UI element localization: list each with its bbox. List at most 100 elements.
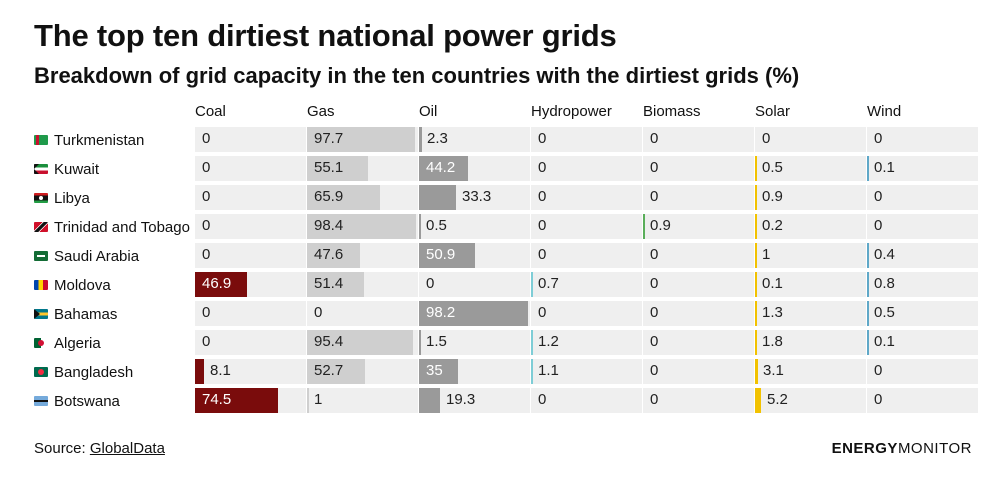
value-cell: 0 xyxy=(643,156,754,181)
value-label: 0 xyxy=(314,304,323,321)
table-row: Bangladesh 8.1 52.7 35 1.1 0 3.1 0 xyxy=(0,359,1000,384)
source-label: Source: xyxy=(34,440,90,457)
value-label: 0 xyxy=(202,188,211,205)
value-cell: 50.9 xyxy=(419,243,530,268)
value-label: 1.3 xyxy=(762,304,783,321)
value-cell: 0 xyxy=(867,185,978,210)
value-bar xyxy=(419,243,475,268)
country-name: Libya xyxy=(54,189,90,207)
value-label: 46.9 xyxy=(202,275,232,292)
value-cell: 0 xyxy=(195,330,306,355)
value-cell: 0 xyxy=(643,243,754,268)
value-bar xyxy=(755,359,758,384)
value-bar xyxy=(755,272,757,297)
column-header-gas: Gas xyxy=(307,103,335,120)
value-label: 74.5 xyxy=(202,391,232,408)
value-bar xyxy=(419,127,422,152)
value-label: 0 xyxy=(538,217,547,234)
value-bar xyxy=(419,301,528,326)
value-cell: 47.6 xyxy=(307,243,418,268)
value-label: 0 xyxy=(538,391,547,408)
value-cell: 0.9 xyxy=(755,185,866,210)
value-cell: 0 xyxy=(531,156,642,181)
value-label: 0.9 xyxy=(762,188,783,205)
value-label: 44.2 xyxy=(426,159,456,176)
value-bar xyxy=(195,359,204,384)
value-cell: 0 xyxy=(531,243,642,268)
value-cell: 0 xyxy=(643,272,754,297)
value-bar xyxy=(419,330,421,355)
country-name: Kuwait xyxy=(54,160,100,178)
country-cell: Bahamas xyxy=(34,303,117,325)
value-cell: 44.2 xyxy=(419,156,530,181)
country-cell: Botswana xyxy=(34,390,120,412)
value-cell: 35 xyxy=(419,359,530,384)
value-cell: 0 xyxy=(195,185,306,210)
value-label: 0.4 xyxy=(874,246,895,263)
value-bar xyxy=(643,214,645,239)
value-cell: 97.7 xyxy=(307,127,418,152)
value-cell: 46.9 xyxy=(195,272,306,297)
value-label: 1.1 xyxy=(538,362,559,379)
column-header-wind: Wind xyxy=(867,103,902,120)
value-cell: 52.7 xyxy=(307,359,418,384)
value-bar xyxy=(755,185,757,210)
table-row: Trinidad and Tobago 0 98.4 0.5 0 0.9 0.2 0 xyxy=(0,214,1000,239)
value-bar xyxy=(755,243,757,268)
value-cell: 0 xyxy=(867,388,978,413)
table-row: Botswana 74.5 1 19.3 0 0 5.2 0 xyxy=(0,388,1000,413)
value-cell: 0 xyxy=(643,301,754,326)
value-label: 0 xyxy=(202,130,211,147)
source-link[interactable]: GlobalData xyxy=(89,440,165,457)
value-label: 98.4 xyxy=(314,217,344,234)
column-header-hydropower: Hydropower xyxy=(531,103,612,120)
table-row: Libya 0 65.9 33.3 0 0 0.9 0 xyxy=(0,185,1000,210)
table-row: Kuwait 0 55.1 44.2 0 0 0.5 0.1 xyxy=(0,156,1000,181)
value-bar xyxy=(307,330,413,355)
value-cell: 65.9 xyxy=(307,185,418,210)
value-cell: 1.3 xyxy=(755,301,866,326)
column-header-coal: Coal xyxy=(195,103,226,120)
value-label: 0 xyxy=(538,304,547,321)
value-cell: 0 xyxy=(531,127,642,152)
value-cell: 0 xyxy=(867,127,978,152)
value-bar xyxy=(195,388,278,413)
value-label: 0 xyxy=(650,188,659,205)
value-label: 0 xyxy=(650,159,659,176)
value-cell: 1.2 xyxy=(531,330,642,355)
brand-logo: ENERGYMONITOR xyxy=(832,440,972,457)
value-bar xyxy=(419,359,458,384)
value-cell: 0 xyxy=(195,214,306,239)
country-name: Bahamas xyxy=(54,305,118,323)
value-label: 0 xyxy=(650,130,659,147)
value-label: 1.2 xyxy=(538,333,559,350)
value-cell: 0.5 xyxy=(755,156,866,181)
value-bar xyxy=(531,272,533,297)
libya-flag-icon xyxy=(34,193,48,203)
value-bar xyxy=(755,388,761,413)
value-cell: 0.7 xyxy=(531,272,642,297)
value-label: 0 xyxy=(650,362,659,379)
value-bar xyxy=(307,127,415,152)
table-row: Turkmenistan 0 97.7 2.3 0 0 0 0 xyxy=(0,127,1000,152)
value-label: 0 xyxy=(650,304,659,321)
value-label: 0 xyxy=(538,246,547,263)
value-cell: 0 xyxy=(195,156,306,181)
value-cell: 1 xyxy=(755,243,866,268)
value-bar xyxy=(755,301,757,326)
table-row: Algeria 0 95.4 1.5 1.2 0 1.8 0.1 xyxy=(0,330,1000,355)
value-cell: 3.1 xyxy=(755,359,866,384)
algeria-flag-icon xyxy=(34,338,48,348)
bahamas-flag-icon xyxy=(34,309,48,319)
value-bar xyxy=(867,301,869,326)
value-label: 0 xyxy=(202,246,211,263)
value-bar xyxy=(531,359,533,384)
value-label: 0.2 xyxy=(762,217,783,234)
value-bar xyxy=(419,156,468,181)
value-label: 0 xyxy=(426,275,435,292)
value-label: 65.9 xyxy=(314,188,344,205)
country-name: Bangladesh xyxy=(54,363,134,381)
value-label: 0.1 xyxy=(762,275,783,292)
value-cell: 0.5 xyxy=(419,214,530,239)
value-cell: 33.3 xyxy=(419,185,530,210)
